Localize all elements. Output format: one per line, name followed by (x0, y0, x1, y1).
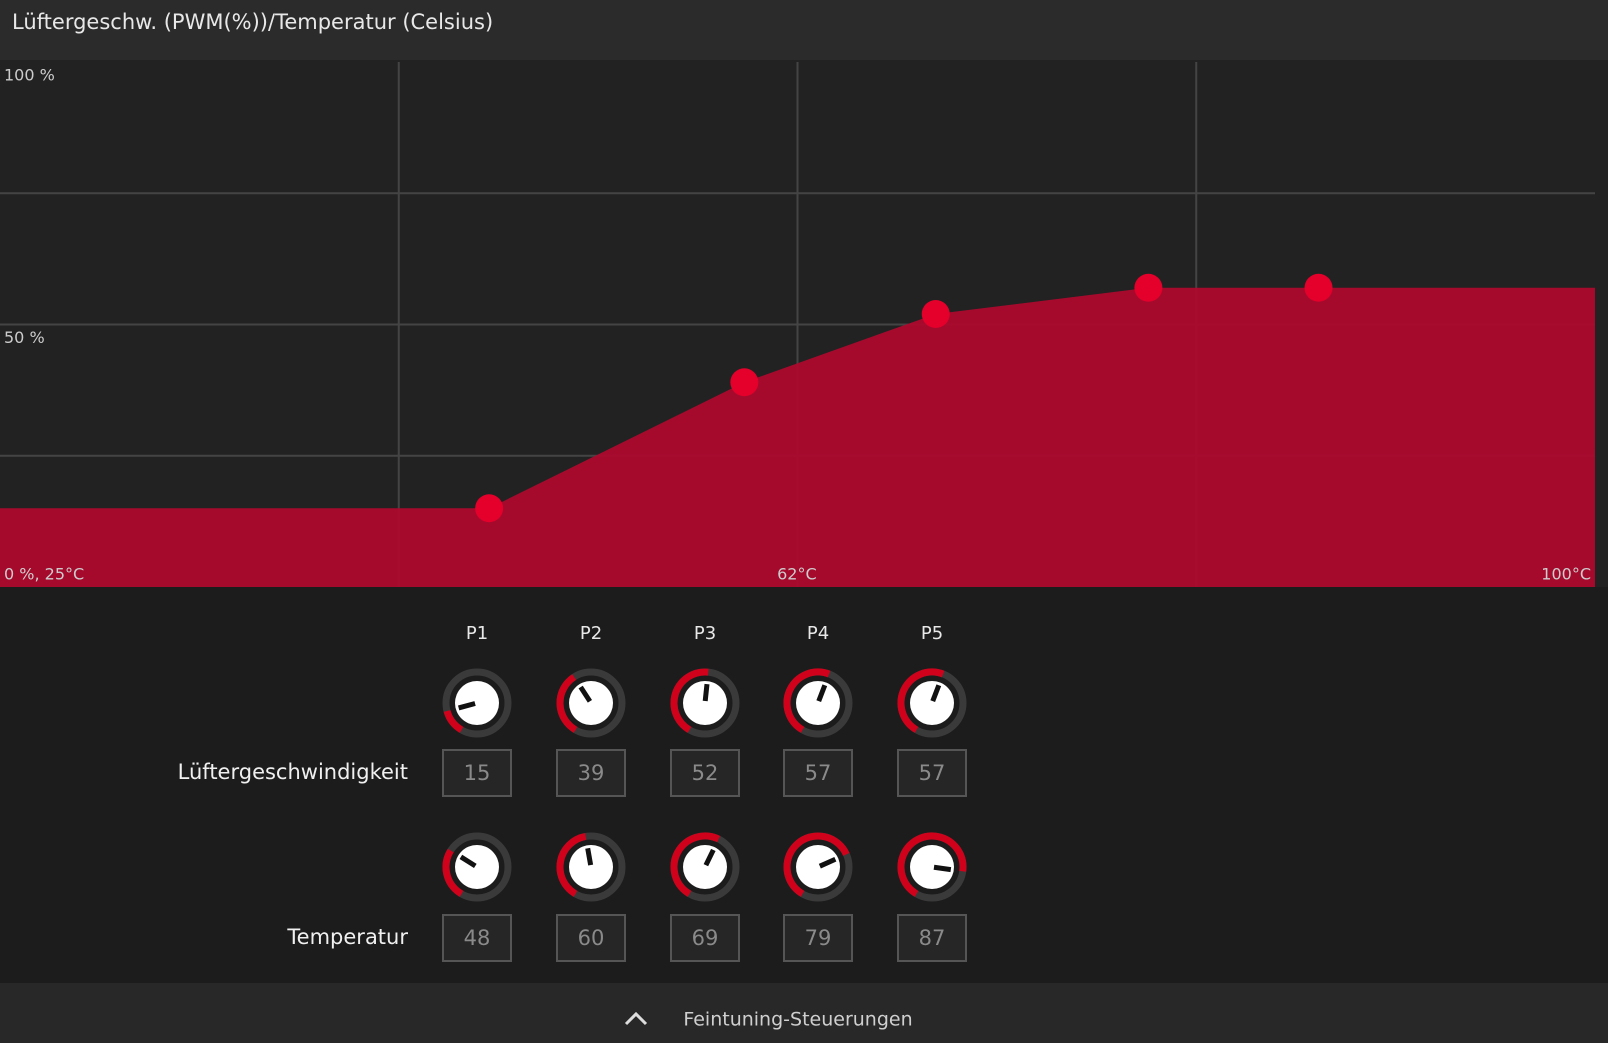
value-box[interactable] (783, 914, 853, 962)
knob[interactable] (455, 681, 499, 725)
column-label: P3 (694, 623, 716, 644)
knob-arc (442, 848, 464, 897)
value-input[interactable]: 69 (692, 926, 719, 950)
knob[interactable] (455, 845, 499, 889)
x-tick-label: 100°C (1541, 565, 1591, 584)
knob[interactable] (683, 845, 727, 889)
chevron-up[interactable] (624, 1011, 648, 1026)
value-box[interactable] (442, 749, 512, 797)
knob-pointer (458, 701, 476, 711)
knob-track (442, 668, 512, 738)
value-input[interactable]: 79 (805, 926, 832, 950)
knob-pointer (818, 856, 837, 869)
row-label: Temperatur (286, 925, 408, 949)
knob-pointer (585, 847, 594, 866)
knob-pointer (930, 684, 942, 703)
value-input[interactable]: 57 (919, 761, 946, 785)
knob-arc (783, 832, 850, 897)
column-label: P2 (580, 623, 602, 644)
knob-arc (783, 668, 831, 733)
knob[interactable] (569, 681, 613, 725)
x-tick-label: 62°C (777, 565, 817, 584)
knob[interactable] (796, 681, 840, 725)
value-input[interactable]: 52 (692, 761, 719, 785)
curve-point[interactable] (1134, 273, 1163, 302)
knob[interactable] (569, 845, 613, 889)
knob-pointer (702, 683, 710, 702)
fan-curve-area (0, 287, 1595, 587)
knob[interactable] (910, 681, 954, 725)
curve-point[interactable] (475, 494, 504, 523)
value-input[interactable]: 87 (919, 926, 946, 950)
chart-title: Lüftergeschw. (PWM(%))/Temperatur (Celsi… (12, 10, 493, 34)
value-input[interactable]: 60 (578, 926, 605, 950)
value-input[interactable]: 57 (805, 761, 832, 785)
knob[interactable] (910, 845, 954, 889)
value-input[interactable]: 15 (464, 761, 491, 785)
knob-pointer (933, 864, 952, 873)
knob-pointer (459, 854, 477, 869)
knob-arc (897, 668, 945, 733)
y-tick-label: 0 %, 25°C (4, 565, 84, 584)
knob-arc (443, 709, 464, 733)
column-label: P5 (921, 623, 943, 644)
curve-point[interactable] (1304, 273, 1333, 302)
knob-pointer (816, 684, 828, 703)
knob[interactable] (683, 681, 727, 725)
value-box[interactable] (556, 749, 626, 797)
value-box[interactable] (783, 749, 853, 797)
header (0, 0, 1608, 60)
knob-pointer (578, 685, 593, 703)
knob-pointer (703, 848, 716, 867)
footer-label[interactable]: Feintuning-Steuerungen (683, 1009, 912, 1031)
curve-point[interactable] (730, 368, 759, 397)
value-box[interactable] (670, 914, 740, 962)
value-box[interactable] (442, 914, 512, 962)
knob-arc (556, 674, 578, 733)
value-box[interactable] (897, 914, 967, 962)
knob-arc (670, 668, 709, 733)
value-input[interactable]: 48 (464, 926, 491, 950)
knob-arc (556, 833, 587, 897)
knob[interactable] (796, 845, 840, 889)
value-box[interactable] (670, 749, 740, 797)
value-box[interactable] (556, 914, 626, 962)
y-tick-label: 50 % (4, 328, 45, 347)
value-box[interactable] (897, 749, 967, 797)
knob-arc (897, 832, 967, 897)
y-tick-label: 100 % (4, 66, 55, 85)
knob-arc (670, 832, 721, 897)
row-label: Lüftergeschwindigkeit (178, 760, 408, 784)
column-label: P4 (807, 623, 829, 644)
footer[interactable] (0, 983, 1608, 1043)
curve-point[interactable] (921, 300, 950, 328)
column-label: P1 (466, 623, 488, 644)
value-input[interactable]: 39 (578, 761, 605, 785)
